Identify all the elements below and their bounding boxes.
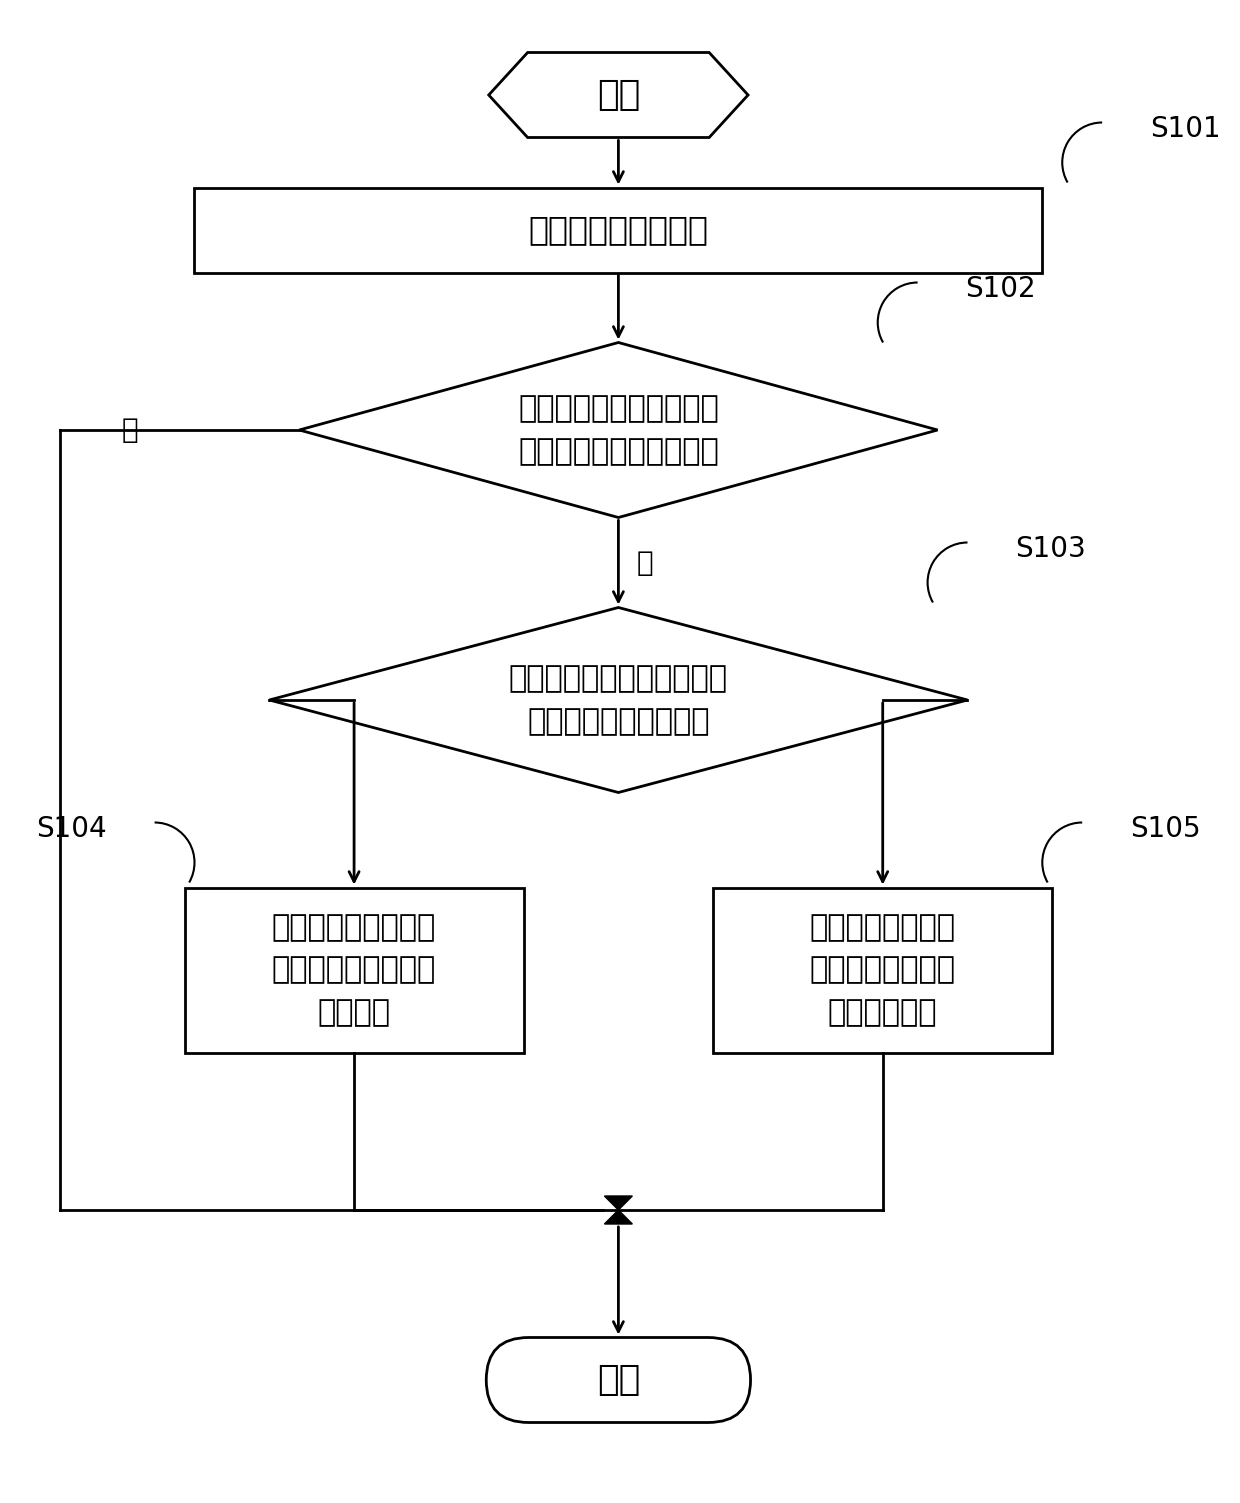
FancyBboxPatch shape <box>486 1338 750 1422</box>
Text: 是: 是 <box>122 416 138 443</box>
Text: S105: S105 <box>1130 815 1200 843</box>
Polygon shape <box>604 1210 632 1223</box>
Text: 获取喷烙冷媒过热度: 获取喷烙冷媒过热度 <box>528 213 708 246</box>
FancyBboxPatch shape <box>195 188 1043 272</box>
Polygon shape <box>269 607 967 792</box>
Text: S104: S104 <box>36 815 107 843</box>
Text: S103: S103 <box>1016 535 1086 562</box>
Text: 判断喷烙冷媒过热度与预设
过热度阀值范围的关系: 判断喷烙冷媒过热度与预设 过热度阀值范围的关系 <box>508 664 728 736</box>
Text: 开始: 开始 <box>596 78 640 113</box>
Polygon shape <box>299 343 937 517</box>
Polygon shape <box>489 53 748 137</box>
FancyBboxPatch shape <box>713 887 1053 1052</box>
Text: 控制喷烙电子膨胀阀
的开度增加预设第一
开度步幅: 控制喷烙电子膨胀阀 的开度增加预设第一 开度步幅 <box>272 912 436 1027</box>
Text: 否: 否 <box>636 549 653 577</box>
Text: 判断喷烙冷媒过热度是否
处于预设过热度阀值范围: 判断喷烙冷媒过热度是否 处于预设过热度阀值范围 <box>518 394 719 466</box>
Text: 控制喷烙电子膨胀
阀的开度减小预设
第二开度步幅: 控制喷烙电子膨胀 阀的开度减小预设 第二开度步幅 <box>810 912 956 1027</box>
Text: S102: S102 <box>966 275 1037 302</box>
Polygon shape <box>604 1196 632 1210</box>
Text: S101: S101 <box>1149 114 1220 143</box>
FancyBboxPatch shape <box>185 887 523 1052</box>
Text: 结束: 结束 <box>596 1363 640 1396</box>
